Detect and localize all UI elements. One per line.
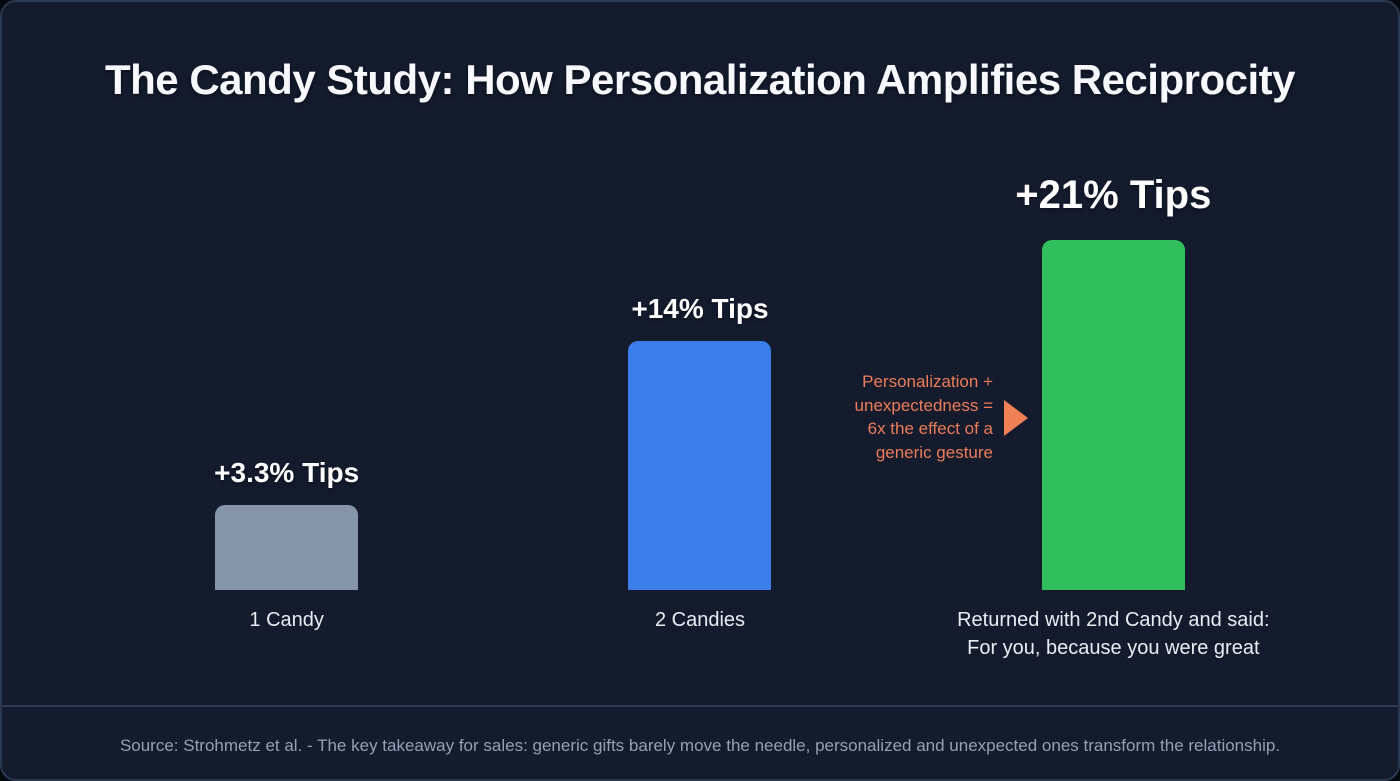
value-label-2-candies: +14% Tips: [631, 293, 769, 324]
category-label-personalized: Returned with 2nd Candy and said: For yo…: [957, 609, 1270, 659]
bar-1-candy: [215, 505, 359, 590]
bar-chart: +3.3% Tips 1 Candy +14% Tips 2 Candies +…: [80, 173, 1320, 659]
bar-group-2-candies: +14% Tips 2 Candies: [493, 293, 906, 631]
divider: [2, 705, 1398, 707]
bar-personalized: [1041, 240, 1185, 590]
annotation-text: Personalization + unexpectedness = 6x th…: [854, 372, 993, 462]
bar-2-candies: [628, 341, 772, 590]
category-label-1-candy: 1 Candy: [249, 609, 324, 631]
source-footer: Source: Strohmetz et al. - The key takea…: [119, 736, 1281, 755]
category-label-2-candies: 2 Candies: [654, 609, 746, 631]
value-label-1-candy: +3.3% Tips: [214, 457, 360, 488]
page-title: The Candy Study: How Personalization Amp…: [105, 56, 1295, 103]
bar-group-personalized: +21% Tips Returned with 2nd Candy and sa…: [907, 173, 1320, 659]
arrow-right-icon: [1004, 400, 1028, 436]
value-label-personalized: +21% Tips: [1015, 173, 1212, 217]
bar-group-1-candy: +3.3% Tips 1 Candy: [80, 457, 493, 631]
